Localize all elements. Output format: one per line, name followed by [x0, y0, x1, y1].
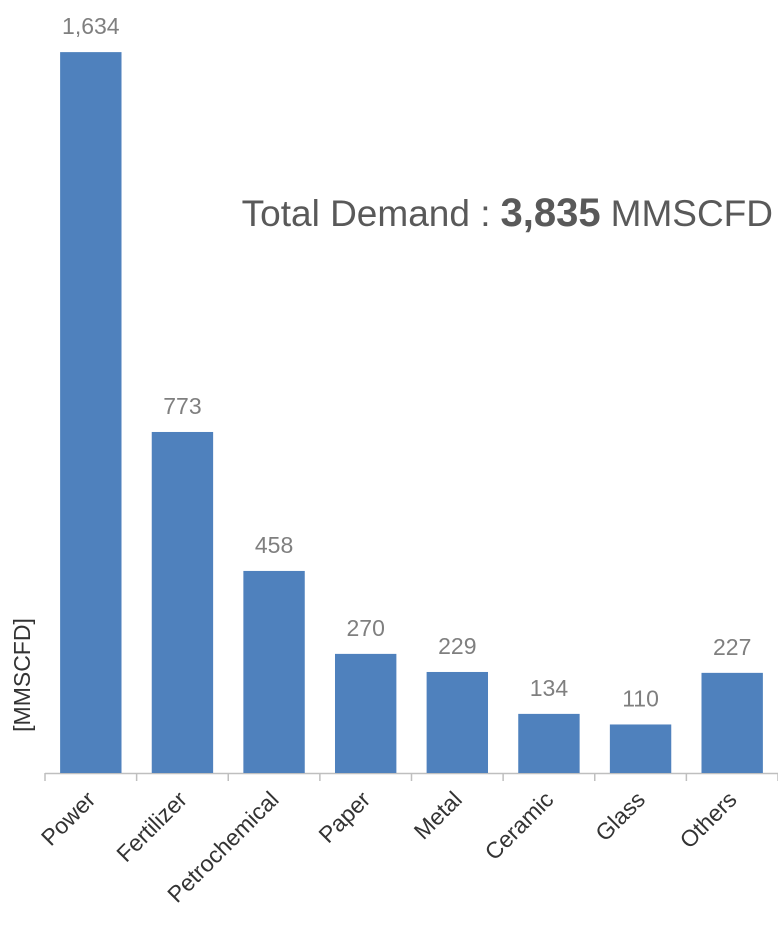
x-tick-label: Others	[675, 786, 742, 853]
bar	[334, 653, 397, 773]
x-tick-label: Paper	[313, 786, 375, 848]
value-label: 227	[713, 634, 751, 660]
annotation-total: 3,835	[501, 191, 601, 235]
value-label: 1,634	[62, 13, 120, 39]
bar	[60, 52, 122, 773]
annotation: Total Demand :3,835 MMSCFD	[242, 191, 773, 235]
value-label: 458	[255, 532, 293, 558]
annotation-unit: MMSCFD	[611, 193, 773, 234]
y-axis-label: [MMSCFD]	[9, 618, 35, 732]
bar	[151, 431, 214, 773]
x-tick-label: Fertilizer	[111, 786, 192, 867]
x-tick-label: Ceramic	[480, 786, 559, 865]
value-label: 270	[347, 615, 385, 641]
value-label: 134	[530, 675, 569, 701]
value-label: 229	[438, 633, 476, 659]
x-tick-label: Metal	[409, 786, 467, 844]
bar	[701, 672, 763, 773]
x-tick-label: Glass	[590, 786, 650, 846]
x-tick-label: Power	[36, 786, 101, 851]
bar	[518, 713, 580, 773]
bar	[609, 724, 672, 773]
annotation-prefix: Total Demand :	[242, 193, 491, 234]
bar	[426, 671, 489, 773]
bar	[243, 570, 305, 773]
value-label: 773	[163, 393, 201, 419]
value-label: 110	[622, 685, 659, 711]
